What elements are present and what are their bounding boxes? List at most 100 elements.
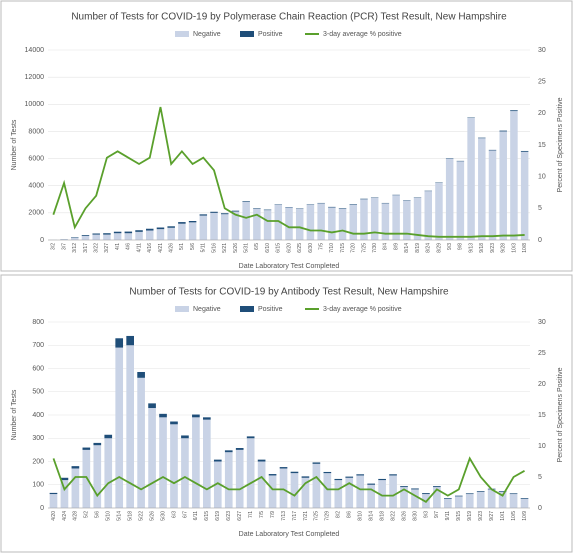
bar xyxy=(345,476,354,478)
x-tick-label: 7/1 xyxy=(248,511,254,518)
x-tick-label: 8/14 xyxy=(368,511,374,521)
x-tick-label: 5/26 xyxy=(149,511,155,521)
x-tick-label: 8/19 xyxy=(415,243,421,253)
bar xyxy=(317,203,325,240)
y2-axis-label: Percent of Specimens Positive xyxy=(557,97,564,192)
bar xyxy=(188,222,197,240)
bar xyxy=(367,483,375,485)
bar xyxy=(224,452,233,508)
bar xyxy=(242,201,250,202)
x-tick-label: 3/7 xyxy=(61,243,67,250)
legend-label: Negative xyxy=(193,306,221,313)
bar xyxy=(126,345,134,508)
y2-tick-label: 5 xyxy=(538,474,542,481)
bar xyxy=(445,158,454,240)
bar xyxy=(465,493,474,495)
bar xyxy=(192,417,200,508)
x-tick-label: 8/26 xyxy=(401,511,407,521)
x-tick-label: 10/5 xyxy=(511,511,517,521)
bar xyxy=(231,210,240,212)
x-tick-label: 8/18 xyxy=(379,511,385,521)
bar xyxy=(93,445,102,508)
x-tick-label: 5/26 xyxy=(233,243,239,253)
bar xyxy=(389,475,397,508)
y2-tick-label: 10 xyxy=(538,174,546,181)
x-tick-label: 6/30 xyxy=(308,243,314,253)
x-tick-label: 5/22 xyxy=(138,511,144,521)
x-axis-label: Date Laboratory Test Completed xyxy=(239,531,340,538)
x-tick-label: 9/18 xyxy=(479,243,485,253)
bar xyxy=(199,214,208,216)
y-tick-label: 0 xyxy=(40,505,44,512)
bar xyxy=(456,161,465,240)
bar xyxy=(82,447,91,450)
bar xyxy=(156,229,165,240)
bar xyxy=(137,371,145,378)
bar xyxy=(510,111,518,240)
bar xyxy=(178,222,186,224)
bar xyxy=(199,215,208,240)
bar xyxy=(148,408,156,508)
bar xyxy=(103,234,111,240)
bar xyxy=(60,477,69,481)
x-tick-label: 6/19 xyxy=(215,511,221,521)
x-tick-label: 5/6 xyxy=(190,243,196,250)
legend-swatch xyxy=(175,31,189,37)
bar xyxy=(295,208,304,240)
x-tick-label: 7/21 xyxy=(303,511,309,521)
bar xyxy=(367,484,375,508)
bar xyxy=(235,449,244,508)
bar xyxy=(220,213,229,215)
bar xyxy=(424,191,432,240)
bar xyxy=(520,498,529,508)
bar xyxy=(257,461,266,508)
x-tick-label: 9/27 xyxy=(489,511,495,521)
y-tick-label: 500 xyxy=(32,389,44,396)
legend-swatch xyxy=(175,306,189,312)
y-tick-label: 300 xyxy=(32,435,44,442)
bar xyxy=(378,478,386,481)
bar xyxy=(498,491,507,508)
x-tick-label: 9/19 xyxy=(467,511,473,521)
x-tick-label: 8/4 xyxy=(383,243,389,250)
bar xyxy=(520,150,529,152)
x-tick-label: 4/26 xyxy=(169,243,175,253)
x-tick-label: 4/16 xyxy=(147,243,153,253)
chart-title: Number of Tests for COVID-19 by Polymera… xyxy=(71,12,507,23)
x-tick-label: 8/29 xyxy=(436,243,442,253)
x-tick-label: 6/7 xyxy=(182,511,188,518)
x-tick-label: 8/22 xyxy=(390,511,396,521)
bar xyxy=(488,149,497,151)
y-tick-label: 0 xyxy=(40,237,44,244)
bar xyxy=(92,234,100,240)
x-tick-label: 5/21 xyxy=(222,243,228,253)
x-tick-label: 7/25 xyxy=(361,243,367,253)
bar xyxy=(392,195,400,240)
bar xyxy=(334,478,343,481)
bar xyxy=(246,436,255,439)
bar xyxy=(257,459,266,462)
bar xyxy=(279,467,288,469)
bar xyxy=(115,347,124,508)
y-tick-label: 8000 xyxy=(28,128,44,135)
x-tick-label: 10/3 xyxy=(511,243,517,253)
bar xyxy=(520,151,529,240)
x-tick-label: 6/27 xyxy=(237,511,243,521)
x-tick-label: 6/25 xyxy=(297,243,303,253)
bar xyxy=(242,202,250,240)
bar xyxy=(135,231,143,240)
bar xyxy=(498,491,507,492)
x-tick-label: 9/15 xyxy=(456,511,462,521)
bar xyxy=(167,227,175,240)
bar xyxy=(509,493,518,495)
bar xyxy=(370,197,379,240)
bar xyxy=(156,227,165,230)
bar xyxy=(49,494,58,508)
bar xyxy=(104,438,113,508)
bar xyxy=(323,473,332,508)
bar xyxy=(135,230,143,232)
y2-tick-label: 0 xyxy=(538,237,542,244)
bar xyxy=(104,434,113,439)
bar xyxy=(400,486,408,488)
bar xyxy=(113,233,122,240)
